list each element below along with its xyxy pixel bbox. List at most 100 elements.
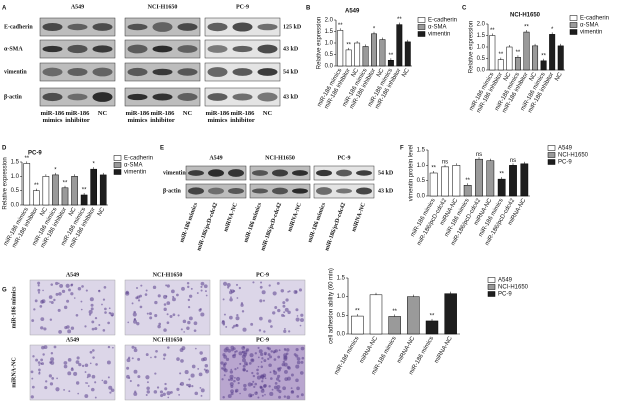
cell (300, 393, 304, 397)
cell (67, 329, 72, 334)
cell (239, 362, 242, 365)
cell (91, 320, 95, 324)
column-header: A549 (209, 155, 222, 161)
cell (86, 376, 89, 379)
cell (223, 348, 228, 353)
cell (103, 286, 107, 289)
cell (50, 360, 55, 365)
row-label: β-actin (163, 188, 181, 194)
y-tick-label: 1.0 (417, 163, 426, 169)
blot-band (92, 23, 113, 31)
cell (264, 393, 266, 396)
legend-label: α-SMA (124, 163, 142, 169)
cell (181, 286, 185, 291)
x-tick-label: miR-186 mimics (334, 336, 361, 376)
micrograph (124, 279, 211, 336)
bar (425, 320, 439, 335)
cell (254, 352, 257, 355)
x-tick-label: NC (529, 71, 539, 82)
legend-label: E-cadherin (428, 18, 457, 24)
cell (261, 290, 266, 295)
cell (94, 396, 97, 399)
blot-band (177, 45, 198, 53)
lane-label: miRNA-NC (287, 202, 303, 233)
panel-letter: D (2, 146, 7, 152)
cell (280, 289, 285, 293)
cell (256, 368, 259, 372)
cell (296, 386, 300, 391)
cell (145, 353, 149, 357)
cell (180, 328, 183, 331)
cell (89, 350, 93, 354)
blot-band (207, 67, 228, 77)
significance-label: ns (476, 152, 482, 158)
cell (227, 378, 231, 382)
cell (53, 298, 56, 302)
blot-band (207, 22, 228, 32)
cell (40, 358, 44, 362)
cell (222, 281, 228, 286)
cell (163, 357, 166, 360)
cell (249, 353, 254, 358)
cell (235, 376, 241, 382)
y-tick-label: 1.5 (477, 33, 486, 39)
cell (193, 321, 198, 326)
cell (235, 283, 239, 286)
cell (296, 357, 301, 361)
bar (463, 185, 472, 197)
cell (108, 311, 112, 315)
cell (188, 306, 191, 309)
cell (32, 355, 35, 358)
column-header: NCI-H1650 (153, 272, 183, 278)
cell (279, 366, 282, 370)
cell (85, 382, 87, 384)
y-tick-label: 0.0 (477, 68, 486, 74)
cell (284, 307, 289, 312)
blot-band (272, 169, 288, 177)
blot-band (177, 23, 198, 31)
cell (257, 365, 260, 368)
cell (229, 297, 233, 302)
cell (68, 390, 71, 393)
cell (285, 298, 289, 302)
size-label: 54 kD (283, 69, 299, 75)
cell (163, 353, 167, 357)
legend-label: NCI-H1650 (558, 153, 589, 159)
cell (283, 353, 288, 358)
cell (135, 286, 139, 290)
cell (137, 384, 140, 387)
cell (200, 285, 203, 289)
cell (31, 377, 34, 380)
cell (277, 367, 280, 370)
bar (489, 35, 496, 71)
blot-band (152, 45, 173, 53)
cell (245, 348, 250, 352)
cell (270, 350, 274, 353)
cell (50, 352, 54, 355)
cell (235, 324, 239, 328)
cell (89, 362, 92, 365)
cell (176, 357, 180, 361)
significance-label: ** (355, 309, 360, 315)
cell (137, 375, 141, 379)
cell (236, 297, 239, 299)
cell (198, 308, 202, 312)
y-tick-label: 0.0 (11, 203, 20, 209)
cell (242, 364, 246, 368)
lane-label: miR-186 mimics (40, 110, 65, 124)
cell (61, 289, 66, 294)
cell (73, 371, 78, 376)
legend-swatch (417, 24, 426, 30)
cell (252, 374, 256, 378)
blot-band (208, 169, 224, 177)
cell (283, 356, 288, 361)
cell (229, 315, 233, 320)
cell (186, 326, 190, 330)
cell (149, 316, 153, 320)
cell (186, 282, 190, 285)
legend-swatch (487, 291, 496, 297)
x-tick-label: miRNA-NC (434, 335, 454, 364)
cell (108, 385, 113, 390)
cell (188, 294, 193, 298)
cell (278, 379, 281, 383)
